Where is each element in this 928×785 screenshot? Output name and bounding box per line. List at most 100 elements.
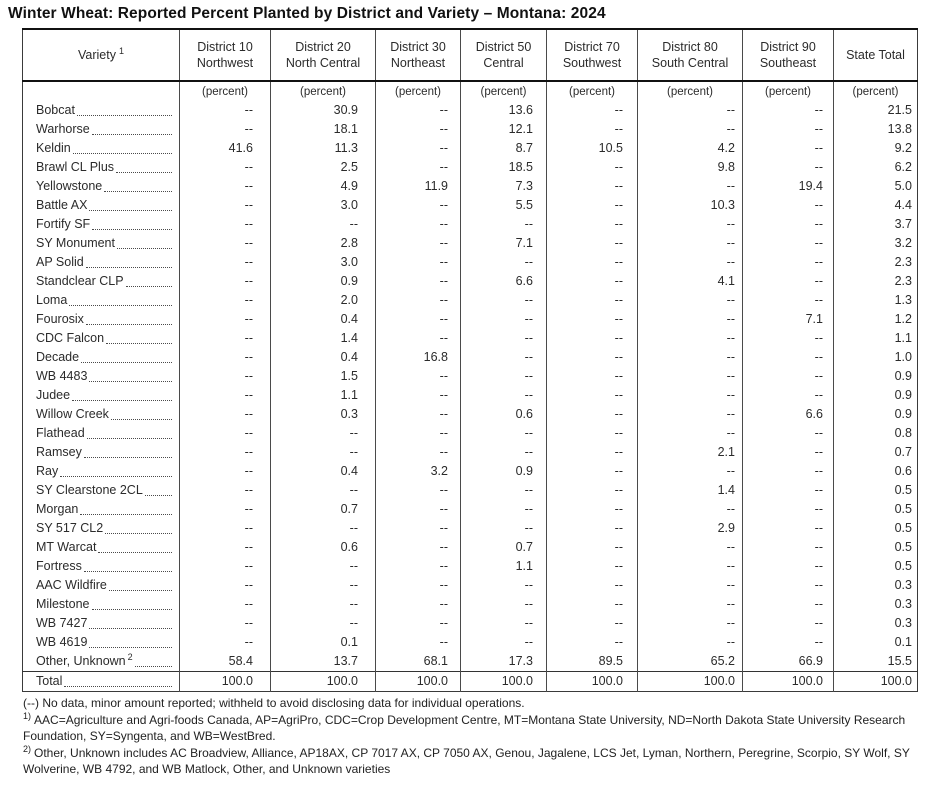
value-cell: -- [375, 158, 461, 177]
table-row: Morgan -- 0.7 -- -- -- -- -- 0.5 [23, 500, 918, 519]
value-cell: -- [460, 481, 547, 500]
variety-name-cell: Loma [23, 291, 180, 310]
variety-name: AP Solid [36, 255, 84, 269]
value-cell: -- [460, 367, 547, 386]
value-cell: -- [546, 500, 638, 519]
value-cell: -- [546, 367, 638, 386]
value-cell: -- [742, 500, 834, 519]
variety-name-cell: AP Solid [23, 253, 180, 272]
value-cell: -- [375, 272, 461, 291]
unit-cell: (percent) [375, 81, 461, 101]
value-cell: 0.6 [270, 538, 376, 557]
value-cell: -- [742, 120, 834, 139]
total-value-cell: 100.0 [270, 671, 376, 692]
unit-cell-empty [23, 81, 180, 101]
value-cell: -- [179, 291, 271, 310]
value-cell: 58.4 [179, 652, 271, 672]
value-cell: -- [546, 310, 638, 329]
value-cell: 7.1 [742, 310, 834, 329]
value-cell: 1.3 [833, 291, 918, 310]
variety-name-cell: Standclear CLP [23, 272, 180, 291]
value-cell: -- [375, 139, 461, 158]
table-row: Ramsey -- -- -- -- -- 2.1 -- 0.7 [23, 443, 918, 462]
value-cell: -- [270, 443, 376, 462]
variety-name: Judee [36, 388, 71, 402]
value-cell: -- [375, 215, 461, 234]
value-cell: 11.3 [270, 139, 376, 158]
value-cell: -- [179, 386, 271, 405]
total-value-cell: 100.0 [460, 671, 547, 692]
value-cell: -- [546, 120, 638, 139]
value-cell: -- [179, 272, 271, 291]
total-value-cell: 100.0 [637, 671, 743, 692]
dot-leader [89, 633, 172, 648]
variety-name-cell: Other, Unknown 2 [23, 652, 180, 672]
value-cell: -- [179, 215, 271, 234]
value-cell: -- [742, 576, 834, 595]
variety-name-cell: WB 4483 [23, 367, 180, 386]
value-cell: -- [546, 519, 638, 538]
value-cell: -- [742, 158, 834, 177]
value-cell: -- [179, 253, 271, 272]
value-cell: -- [179, 538, 271, 557]
table-row: Decade -- 0.4 16.8 -- -- -- -- 1.0 [23, 348, 918, 367]
variety-name-cell: Fourosix [23, 310, 180, 329]
value-cell: -- [270, 519, 376, 538]
value-cell: -- [637, 253, 743, 272]
value-cell: -- [742, 139, 834, 158]
value-cell: -- [179, 633, 271, 652]
value-cell: 0.8 [833, 424, 918, 443]
value-cell: -- [742, 538, 834, 557]
value-cell: -- [637, 101, 743, 120]
dot-leader [85, 310, 172, 325]
value-cell: 9.8 [637, 158, 743, 177]
table-row: Fourosix -- 0.4 -- -- -- -- 7.1 1.2 [23, 310, 918, 329]
value-cell: 4.9 [270, 177, 376, 196]
value-cell: -- [179, 595, 271, 614]
unit-cell: (percent) [833, 81, 918, 101]
value-cell: 1.1 [833, 329, 918, 348]
value-cell: -- [460, 443, 547, 462]
value-cell: -- [375, 386, 461, 405]
unit-cell: (percent) [742, 81, 834, 101]
variety-header-footnote-marker: 1 [118, 45, 124, 56]
value-cell: -- [460, 500, 547, 519]
value-cell: 2.3 [833, 253, 918, 272]
value-cell: -- [179, 443, 271, 462]
dot-leader [86, 424, 172, 439]
variety-name-cell: Morgan [23, 500, 180, 519]
table-row: Loma -- 2.0 -- -- -- -- -- 1.3 [23, 291, 918, 310]
value-cell: -- [742, 291, 834, 310]
dot-leader [108, 576, 172, 591]
value-cell: -- [546, 177, 638, 196]
table-row: Other, Unknown 2 58.4 13.7 68.1 17.3 89.5… [23, 652, 918, 672]
total-row: Total 100.0 100.0 100.0 100.0 100.0 100.… [22, 671, 918, 692]
value-cell: 4.2 [637, 139, 743, 158]
column-header-district-30: District 30 Northeast [375, 29, 461, 82]
dot-leader [89, 367, 172, 382]
value-cell: -- [460, 595, 547, 614]
value-cell: 3.2 [833, 234, 918, 253]
variety-name-cell: MT Warcat [23, 538, 180, 557]
footnote-1-marker: 1) [23, 710, 32, 721]
variety-name: Flathead [36, 426, 85, 440]
value-cell: 0.4 [270, 348, 376, 367]
variety-name-cell: SY Clearstone 2CL [23, 481, 180, 500]
value-cell: -- [270, 614, 376, 633]
value-cell: -- [546, 557, 638, 576]
variety-name-cell: WB 4619 [23, 633, 180, 652]
value-cell: -- [742, 557, 834, 576]
value-cell: 0.3 [833, 614, 918, 633]
column-header-district-90: District 90 Southeast [742, 29, 834, 82]
value-cell: -- [375, 291, 461, 310]
dot-leader [80, 500, 172, 515]
table-row: Ray -- 0.4 3.2 0.9 -- -- -- 0.6 [23, 462, 918, 481]
column-header-district-50: District 50 Central [460, 29, 547, 82]
variety-name: Milestone [36, 597, 90, 611]
variety-name: WB 4483 [36, 369, 88, 383]
value-cell: 9.2 [833, 139, 918, 158]
table-row: Bobcat -- 30.9 -- 13.6 -- -- -- 21.5 [23, 101, 918, 120]
value-cell: -- [546, 462, 638, 481]
variety-name-cell: Judee [23, 386, 180, 405]
value-cell: 18.1 [270, 120, 376, 139]
